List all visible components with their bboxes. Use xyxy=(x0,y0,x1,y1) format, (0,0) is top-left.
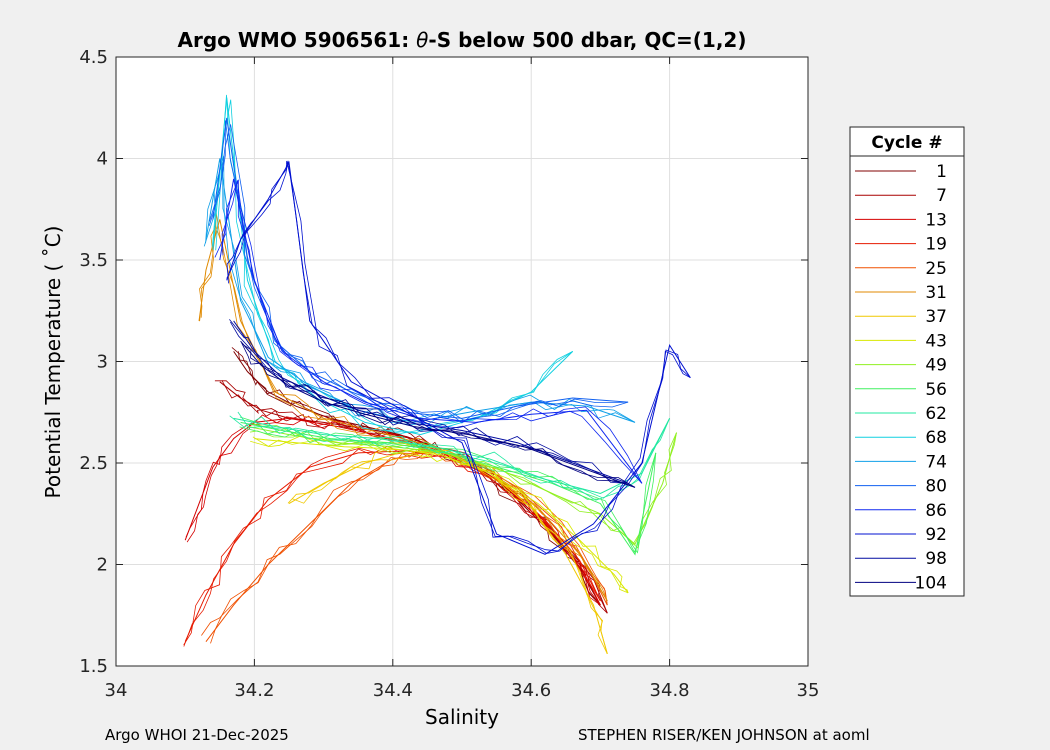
y-tick-label: 4.5 xyxy=(79,47,108,68)
series-profile-74 xyxy=(203,162,636,423)
legend-label: 43 xyxy=(925,331,947,351)
legend-entry-1: 1 xyxy=(855,162,947,182)
legend-entry-80: 80 xyxy=(855,477,947,497)
series-line-19 xyxy=(184,450,601,642)
legend-label: 92 xyxy=(925,525,947,545)
legend-box xyxy=(849,126,965,597)
series-profile-98 xyxy=(229,319,629,484)
x-tick-label: 34.2 xyxy=(234,680,274,701)
legend-entry-13: 13 xyxy=(855,210,947,230)
legend-entry-56: 56 xyxy=(855,380,947,400)
series-profile-98 xyxy=(230,321,629,484)
series-profile-37 xyxy=(292,446,608,654)
title-theta-symbol: θ xyxy=(416,28,428,52)
legend-label: 1 xyxy=(936,162,947,182)
y-tick-label: 2 xyxy=(97,555,108,576)
legend-entry-98: 98 xyxy=(855,549,947,569)
legend-label: 68 xyxy=(925,428,947,448)
legend-entry-62: 62 xyxy=(855,404,947,424)
x-tick-label: 35 xyxy=(797,680,820,701)
legend-entries: 1 7 13 19 25 31 37 43 49 56 62 68 74 80 86 92 98 104 xyxy=(855,162,947,593)
series-86 xyxy=(214,178,643,484)
x-tick-label: 34.8 xyxy=(650,680,690,701)
legend-entry-68: 68 xyxy=(855,428,947,448)
series-profile-80 xyxy=(208,124,629,424)
legend-label: 74 xyxy=(925,452,947,472)
chart-title: Argo WMO 5906561: θ-S below 500 dbar, QC… xyxy=(178,28,747,52)
legend-entry-19: 19 xyxy=(855,235,947,255)
legend-entry-37: 37 xyxy=(855,307,947,327)
legend-entry-74: 74 xyxy=(855,452,947,472)
series-profile-49 xyxy=(252,423,677,546)
footer-right: STEPHEN RISER/KEN JOHNSON at aoml xyxy=(578,726,870,744)
legend-label: 62 xyxy=(925,404,947,424)
y-axis-label: Potential Temperature ( ˚C) xyxy=(41,226,65,499)
footer-left: Argo WHOI 21-Dec-2025 xyxy=(105,726,289,744)
legend-label: 49 xyxy=(925,356,947,376)
x-axis-label: Salinity xyxy=(425,705,499,729)
x-tick-label: 34.6 xyxy=(511,680,551,701)
series-profile-19 xyxy=(183,447,601,647)
y-tick-label: 1.5 xyxy=(79,656,108,677)
legend-entry-43: 43 xyxy=(855,331,947,351)
legend-label: 19 xyxy=(925,235,947,255)
series-104 xyxy=(240,340,636,488)
legend-label: 86 xyxy=(925,501,947,521)
series-profile-56 xyxy=(239,426,657,554)
x-tick-label: 34 xyxy=(105,680,128,701)
y-tick-label: 3.5 xyxy=(79,250,108,271)
series-profile-104 xyxy=(241,342,636,488)
y-tick-label: 2.5 xyxy=(79,453,108,474)
legend-label: 25 xyxy=(925,259,947,279)
series-profile-56 xyxy=(239,416,657,553)
legend-label: 80 xyxy=(925,477,947,497)
legend-title: Cycle # xyxy=(871,133,942,153)
title-prefix: Argo WMO 5906561: xyxy=(178,28,417,52)
legend-entry-49: 49 xyxy=(855,356,947,376)
legend-label: 13 xyxy=(925,210,947,230)
legend-label: 7 xyxy=(936,186,947,206)
legend-entry-7: 7 xyxy=(855,186,947,206)
series-line-13 xyxy=(184,417,601,606)
legend-label: 31 xyxy=(925,283,947,303)
legend-entry-31: 31 xyxy=(855,283,947,303)
series-layer xyxy=(183,94,691,654)
series-profile-62 xyxy=(229,415,670,499)
legend-label: 98 xyxy=(925,549,947,569)
y-tick-label: 3 xyxy=(97,352,108,373)
legend: Cycle # 1 7 13 19 25 31 37 43 49 56 62 68 74 80 86 92 98… xyxy=(849,126,965,597)
series-56 xyxy=(239,416,657,556)
series-profile-74 xyxy=(205,155,636,426)
title-suffix: -S below 500 dbar, QC=(1,2) xyxy=(428,28,746,52)
series-profile-62 xyxy=(237,411,670,501)
legend-label: 104 xyxy=(915,573,947,593)
legend-label: 56 xyxy=(925,380,947,400)
series-line-104 xyxy=(240,340,636,488)
legend-entry-92: 92 xyxy=(855,525,947,545)
legend-entry-25: 25 xyxy=(855,259,947,279)
legend-label: 37 xyxy=(925,307,947,327)
axis-ticks: 34 34.2 34.4 34.6 34.8 35 1.5 2 2.5 3 3.5 4 4.5 xyxy=(79,47,819,701)
y-tick-label: 4 xyxy=(97,149,108,170)
grid-lines xyxy=(115,56,809,667)
series-line-86 xyxy=(219,178,643,484)
series-profile-86 xyxy=(214,179,643,484)
x-tick-label: 34.4 xyxy=(373,680,413,701)
legend-entry-104: 104 xyxy=(855,573,947,593)
legend-entry-86: 86 xyxy=(855,501,947,521)
